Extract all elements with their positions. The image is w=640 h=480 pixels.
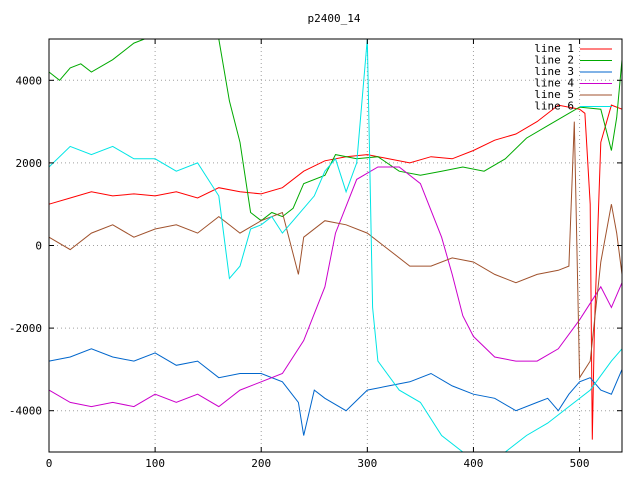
series-line-5: [48, 121, 623, 380]
legend-label-4: line 4: [534, 77, 574, 90]
y-tick-label: -4000: [9, 405, 42, 418]
x-tick-label: 500: [570, 457, 590, 470]
legend-label-3: line 3: [534, 65, 574, 78]
legend-label-6: line 6: [534, 100, 574, 113]
axis-ticks: 0 100 200 300 400 500 -4000 -2000 0 2000 4000: [9, 39, 622, 470]
x-tick-label: 0: [46, 457, 53, 470]
series-line-4: [48, 166, 623, 408]
legend-label-5: line 5: [534, 88, 574, 101]
series-line-6: [48, 38, 623, 453]
grid: [49, 39, 622, 452]
series-line-2: [48, 38, 623, 222]
y-tick-label: 0: [35, 240, 42, 253]
x-tick-label: 100: [145, 457, 165, 470]
series-line-3: [48, 348, 623, 436]
x-tick-label: 400: [464, 457, 484, 470]
y-tick-label: 2000: [16, 157, 43, 170]
legend-label-2: line 2: [534, 54, 574, 67]
y-tick-label: -2000: [9, 322, 42, 335]
x-tick-label: 200: [251, 457, 271, 470]
legend-label-1: line 1: [534, 42, 574, 55]
series-line-1: [48, 104, 623, 440]
chart-title: p2400_14: [308, 12, 361, 25]
x-tick-label: 300: [357, 457, 377, 470]
y-tick-label: 4000: [16, 74, 43, 87]
series-layer: [48, 38, 623, 453]
